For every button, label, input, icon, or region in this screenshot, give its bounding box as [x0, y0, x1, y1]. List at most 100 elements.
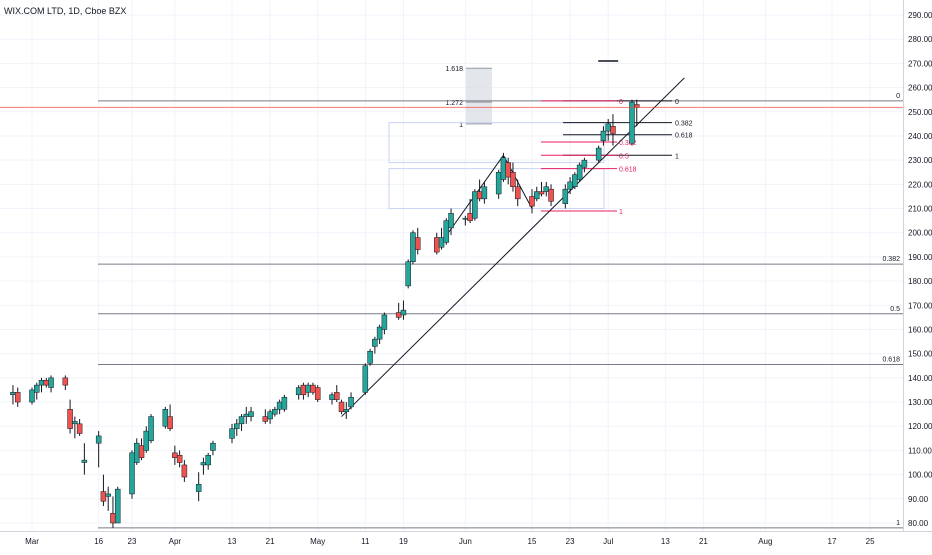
fib-black-label: 0.618 — [675, 133, 693, 140]
price-axis[interactable]: 80.00 90.00 100.00 110.00 120.00 130.00 140.00… — [903, 0, 932, 550]
candle[interactable] — [600, 126, 607, 146]
candle[interactable] — [200, 457, 207, 475]
candle[interactable] — [562, 184, 569, 209]
candle[interactable] — [348, 392, 354, 410]
candle[interactable] — [210, 440, 216, 456]
candle[interactable] — [405, 259, 411, 289]
candle[interactable] — [100, 474, 107, 507]
candle[interactable] — [310, 382, 316, 395]
x-tick-label: May — [310, 537, 325, 546]
candle[interactable] — [305, 382, 311, 398]
candle[interactable] — [434, 232, 440, 255]
candle[interactable] — [495, 169, 502, 199]
candle[interactable] — [138, 438, 145, 461]
candle[interactable] — [572, 172, 578, 190]
candle[interactable] — [38, 377, 45, 393]
candle[interactable] — [538, 181, 545, 197]
candle[interactable] — [248, 406, 254, 422]
candle-body-up — [329, 394, 335, 400]
candle[interactable] — [372, 336, 378, 354]
candle[interactable] — [176, 450, 183, 468]
candle[interactable] — [281, 394, 288, 412]
candle[interactable] — [514, 179, 521, 207]
candle[interactable] — [448, 208, 454, 236]
candle[interactable] — [143, 426, 150, 453]
candle[interactable] — [438, 227, 445, 250]
candle[interactable] — [343, 402, 350, 419]
candle[interactable] — [529, 189, 535, 214]
x-tick-label: 16 — [94, 537, 103, 546]
candle-body-up — [72, 421, 78, 425]
candle[interactable] — [362, 363, 369, 395]
y-tick-label: 80.00 — [908, 519, 929, 528]
candle[interactable] — [476, 179, 483, 202]
candle[interactable] — [181, 460, 188, 482]
candle[interactable] — [376, 324, 383, 344]
candle[interactable] — [576, 162, 583, 182]
candle[interactable] — [76, 418, 83, 436]
candle[interactable] — [567, 177, 573, 195]
candle[interactable] — [381, 312, 388, 335]
candle[interactable] — [472, 189, 478, 221]
candle[interactable] — [334, 385, 340, 403]
candle[interactable] — [481, 181, 488, 204]
candle[interactable] — [148, 414, 154, 444]
y-tick-label: 220.00 — [908, 180, 932, 189]
candle[interactable] — [510, 162, 516, 192]
candle[interactable] — [314, 385, 321, 403]
candle[interactable] — [172, 445, 178, 465]
candle-body-down — [176, 455, 183, 463]
candle[interactable] — [595, 145, 602, 163]
candle[interactable] — [234, 418, 240, 436]
candle-body-up — [410, 232, 416, 262]
candle[interactable] — [443, 218, 450, 245]
candle[interactable] — [629, 99, 635, 146]
candle[interactable] — [400, 300, 407, 320]
candle[interactable] — [48, 375, 54, 393]
candle[interactable] — [534, 186, 540, 202]
candle[interactable] — [105, 486, 111, 511]
candle[interactable] — [410, 230, 416, 265]
candle[interactable] — [262, 409, 269, 424]
candle[interactable] — [29, 387, 35, 405]
candle[interactable] — [329, 392, 335, 405]
candle[interactable] — [367, 348, 373, 366]
candle[interactable] — [205, 452, 211, 470]
candle[interactable] — [467, 198, 473, 224]
candle-body-up — [500, 157, 507, 180]
candle[interactable] — [338, 399, 345, 415]
candle[interactable] — [414, 227, 421, 255]
time-axis[interactable]: Mar 16 23 Apr 13 21 May 11 19 Jun 15 23 Jul 13 21 Aug 17… — [0, 531, 932, 550]
candle[interactable] — [95, 431, 102, 468]
candle[interactable] — [581, 157, 588, 173]
candle[interactable] — [243, 406, 250, 424]
candle[interactable] — [276, 399, 283, 415]
candle[interactable] — [229, 423, 235, 444]
candle[interactable] — [505, 157, 511, 185]
candle[interactable] — [267, 409, 273, 424]
candle[interactable] — [295, 385, 302, 400]
candle[interactable] — [114, 486, 121, 524]
candle[interactable] — [195, 472, 202, 502]
candle[interactable] — [72, 416, 78, 439]
candle[interactable] — [610, 114, 616, 146]
candle[interactable] — [162, 406, 169, 429]
candle[interactable] — [272, 406, 278, 417]
candle[interactable] — [134, 438, 140, 465]
candle-layer[interactable] — [10, 99, 640, 528]
candle[interactable] — [129, 450, 135, 499]
candle[interactable] — [67, 399, 73, 434]
candle-body-up — [595, 147, 602, 161]
candle[interactable] — [81, 443, 88, 475]
candle[interactable] — [43, 377, 50, 388]
candle[interactable] — [62, 375, 69, 390]
candle[interactable] — [14, 387, 21, 407]
candle[interactable] — [238, 414, 245, 432]
candle[interactable] — [167, 404, 173, 432]
candle[interactable] — [462, 215, 469, 226]
candle[interactable] — [548, 184, 554, 207]
candle[interactable] — [34, 382, 40, 400]
candle[interactable] — [110, 496, 116, 528]
candle[interactable] — [300, 382, 307, 400]
